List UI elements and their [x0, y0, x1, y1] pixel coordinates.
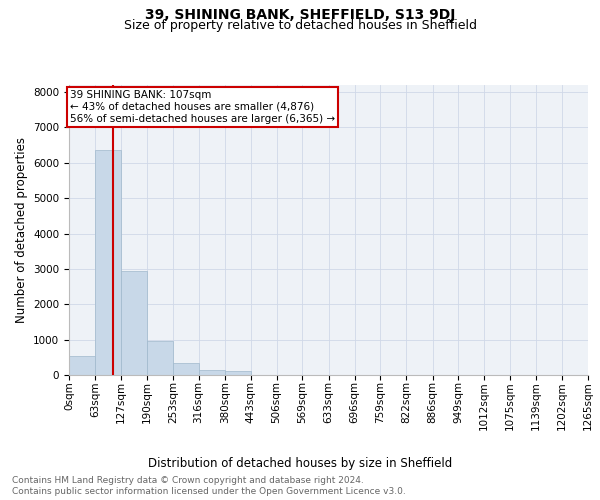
Text: Contains HM Land Registry data © Crown copyright and database right 2024.: Contains HM Land Registry data © Crown c…	[12, 476, 364, 485]
Text: Distribution of detached houses by size in Sheffield: Distribution of detached houses by size …	[148, 458, 452, 470]
Text: 39 SHINING BANK: 107sqm
← 43% of detached houses are smaller (4,876)
56% of semi: 39 SHINING BANK: 107sqm ← 43% of detache…	[70, 90, 335, 124]
Text: Size of property relative to detached houses in Sheffield: Size of property relative to detached ho…	[124, 19, 476, 32]
Bar	[173, 362, 199, 375]
Bar	[199, 370, 225, 375]
Text: Contains public sector information licensed under the Open Government Licence v3: Contains public sector information licen…	[12, 487, 406, 496]
Bar	[95, 150, 121, 375]
Text: 39, SHINING BANK, SHEFFIELD, S13 9DJ: 39, SHINING BANK, SHEFFIELD, S13 9DJ	[145, 8, 455, 22]
Bar	[69, 356, 95, 375]
Bar	[121, 270, 147, 375]
Bar	[225, 372, 251, 375]
Bar	[147, 342, 173, 375]
Y-axis label: Number of detached properties: Number of detached properties	[14, 137, 28, 323]
